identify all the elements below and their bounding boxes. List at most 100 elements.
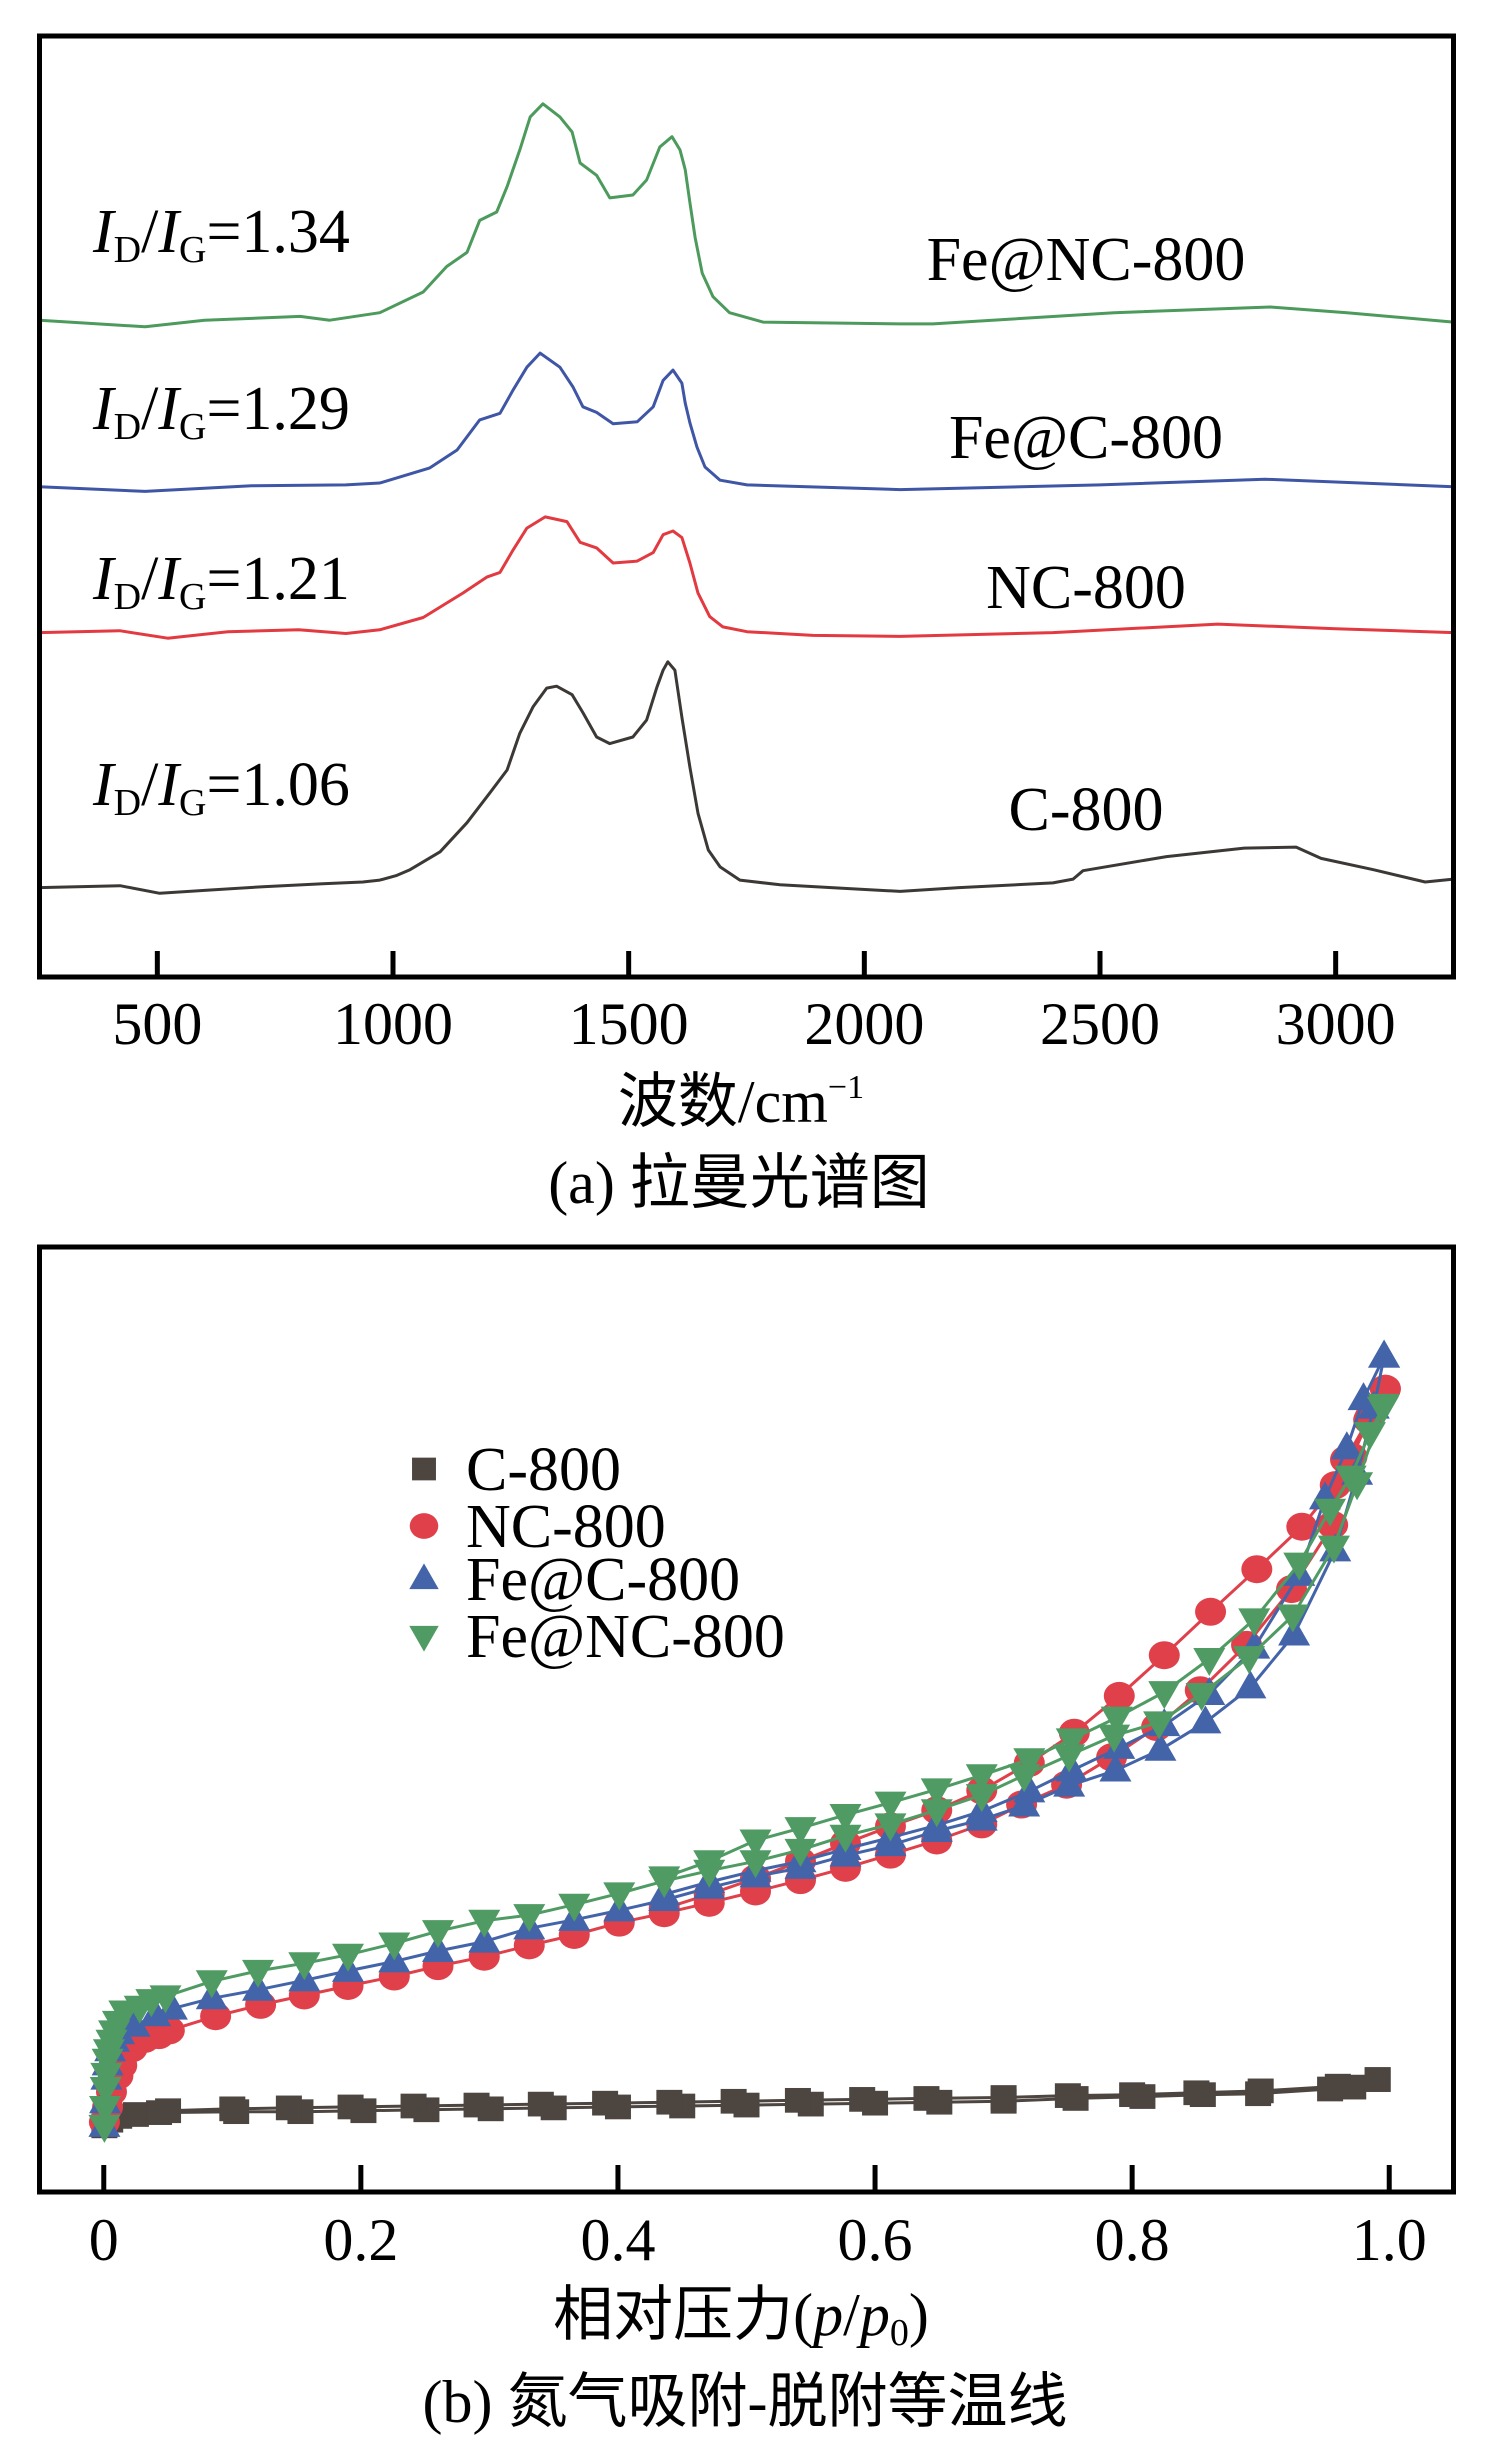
isotherm-marker-adsorption bbox=[1098, 1724, 1131, 1753]
isotherm-marker-desorption bbox=[1054, 2083, 1081, 2108]
raman-x-axis: 500 1000 1500 2000 2500 3000 bbox=[112, 951, 1396, 1057]
isotherm-marker-adsorption bbox=[88, 2114, 121, 2143]
sample-label-fe-at-c-800: Fe@C-800 bbox=[949, 404, 1223, 472]
id-ig-ratio-label: ID/IG=1.06 bbox=[92, 751, 350, 824]
legend-item-c-800: C-800 bbox=[412, 1436, 621, 1504]
isotherm-marker-adsorption bbox=[149, 1985, 182, 2014]
raman-x-axis-label-superscript: −1 bbox=[828, 1069, 864, 1106]
isotherm-marker-desorption bbox=[1368, 1393, 1401, 1422]
ratio-equals: = bbox=[206, 198, 241, 266]
isotherm-marker-desorption bbox=[693, 1850, 726, 1879]
isotherm-marker-desorption bbox=[829, 1803, 862, 1832]
sample-label-c-800: C-800 bbox=[1009, 776, 1164, 844]
raman-curves bbox=[38, 102, 1455, 895]
isotherm-marker-desorption bbox=[1238, 1608, 1271, 1637]
raman-panel: 500 1000 1500 2000 2500 3000 ID/IG=1.06 C-800 I… bbox=[37, 33, 1456, 1216]
isotherm-marker-desorption bbox=[965, 1764, 998, 1793]
raman-x-axis-label: 波数/cm−1 bbox=[618, 1069, 864, 1135]
isotherm-marker-adsorption bbox=[1008, 1788, 1041, 1817]
ratio-value: 1.06 bbox=[241, 751, 350, 819]
isotherm-marker-adsorption bbox=[1143, 1711, 1176, 1740]
isotherm-marker-desorption bbox=[1103, 1730, 1136, 1759]
x-tick-label: 0.2 bbox=[323, 2207, 398, 2273]
legend-marker-square bbox=[412, 1457, 436, 1481]
isotherm-marker-adsorption bbox=[118, 2008, 151, 2037]
ratio-symbol-id: I bbox=[92, 545, 117, 613]
isotherm-marker-desorption bbox=[155, 2098, 182, 2124]
isotherm-marker-adsorption bbox=[332, 1943, 365, 1972]
isotherm-x-axis-label-suffix: ) bbox=[909, 2282, 929, 2348]
isotherm-marker-adsorption bbox=[1185, 1682, 1218, 1711]
isotherm-marker-desorption bbox=[1193, 1648, 1226, 1677]
isotherm-marker-desorption bbox=[1013, 1774, 1046, 1803]
isotherm-marker-adsorption bbox=[603, 1882, 636, 1911]
legend-item-fe-at-c-800: Fe@C-800 bbox=[409, 1546, 740, 1614]
isotherm-marker-desorption bbox=[656, 2089, 683, 2115]
isotherm-marker-desorption bbox=[592, 2090, 619, 2116]
legend-item-fe-at-nc-800: Fe@NC-800 bbox=[409, 1603, 785, 1671]
isotherm-marker-adsorption bbox=[739, 1850, 772, 1879]
isotherm-marker-adsorption bbox=[89, 2077, 122, 2106]
isotherm-marker-adsorption bbox=[1144, 1732, 1177, 1761]
raman-plot-frame bbox=[37, 33, 1456, 980]
sample-label-fe-at-nc-800: Fe@NC-800 bbox=[927, 226, 1246, 294]
id-ig-ratio-label: ID/IG=1.21 bbox=[92, 545, 350, 618]
isotherm-marker-adsorption bbox=[122, 2102, 149, 2127]
isotherm-marker-adsorption bbox=[874, 1813, 907, 1842]
isotherm-marker-adsorption bbox=[965, 1784, 998, 1813]
ratio-value: 1.21 bbox=[241, 545, 350, 613]
isotherm-marker-desorption bbox=[1286, 1512, 1318, 1541]
x-tick-label: 0.4 bbox=[580, 2207, 655, 2273]
isotherm-marker-desorption bbox=[1103, 1681, 1135, 1710]
isotherm-marker-adsorption bbox=[558, 1893, 591, 1922]
isotherm-marker-adsorption bbox=[1053, 1768, 1086, 1797]
isotherm-marker-desorption bbox=[337, 2094, 364, 2120]
legend-label: Fe@C-800 bbox=[466, 1546, 740, 1614]
isotherm-marker-desorption bbox=[849, 2087, 876, 2112]
isotherm-marker-adsorption bbox=[1099, 1753, 1132, 1782]
isotherm-marker-adsorption bbox=[1276, 1604, 1309, 1633]
isotherm-marker-adsorption bbox=[1278, 1617, 1311, 1646]
isotherm-x-axis-label-slash: / bbox=[843, 2282, 860, 2348]
x-tick-label: 2000 bbox=[804, 991, 924, 1057]
isotherm-marker-adsorption bbox=[1189, 1705, 1222, 1734]
isotherm-marker-desorption bbox=[1324, 2073, 1351, 2099]
isotherm-marker-desorption bbox=[463, 2092, 490, 2118]
ratio-subscript-g: G bbox=[179, 782, 206, 824]
isotherm-x-axis-label: 相对压力(p/p0) bbox=[553, 2282, 929, 2354]
legend-marker-triangle-up bbox=[409, 1563, 439, 1590]
isotherm-marker-desorption bbox=[739, 1829, 772, 1858]
isotherm-marker-desorption bbox=[1247, 2078, 1274, 2104]
isotherm-marker-desorption bbox=[1119, 2082, 1146, 2108]
isotherm-x-axis-label-p: p bbox=[809, 2282, 843, 2348]
isotherm-marker-desorption bbox=[1334, 1465, 1367, 1494]
raman-caption: (a) 拉曼光谱图 bbox=[548, 1150, 930, 1216]
ratio-symbol-id: I bbox=[92, 198, 117, 266]
isotherm-marker-adsorption bbox=[784, 1838, 817, 1867]
isotherm-fe-at-nc-800 bbox=[88, 1393, 1401, 2143]
isotherm-caption: (b) 氮气吸附-脱附等温线 bbox=[423, 2369, 1068, 2435]
isotherm-marker-desorption bbox=[1183, 2080, 1210, 2106]
isotherm-marker-adsorption bbox=[468, 1909, 501, 1938]
isotherm-marker-desorption bbox=[1314, 1498, 1347, 1527]
x-tick-label: 0.6 bbox=[838, 2207, 913, 2273]
ratio-equals: = bbox=[206, 545, 241, 613]
isotherm-marker-desorption bbox=[784, 2087, 811, 2113]
isotherm-marker-adsorption bbox=[1008, 1764, 1041, 1793]
isotherm-marker-desorption bbox=[1368, 1339, 1401, 1368]
x-tick-label: 0.8 bbox=[1095, 2207, 1170, 2273]
isotherm-marker-adsorption bbox=[1053, 1744, 1086, 1773]
ratio-subscript-g: G bbox=[179, 229, 206, 271]
sample-label-nc-800: NC-800 bbox=[986, 554, 1186, 622]
ratio-symbol-ig: I bbox=[157, 375, 182, 443]
raman-curve-fe-at-nc-800 bbox=[38, 102, 1455, 329]
raman-curve-fe-at-c-800 bbox=[38, 351, 1455, 493]
isotherm-fe-at-c-800 bbox=[88, 1339, 1401, 2137]
isotherm-marker-desorption bbox=[920, 1778, 953, 1807]
isotherm-marker-desorption bbox=[275, 2095, 302, 2121]
isotherm-marker-desorption bbox=[1353, 1422, 1386, 1451]
isotherm-marker-adsorption bbox=[421, 1920, 454, 1949]
isotherm-marker-adsorption bbox=[155, 1991, 188, 2020]
